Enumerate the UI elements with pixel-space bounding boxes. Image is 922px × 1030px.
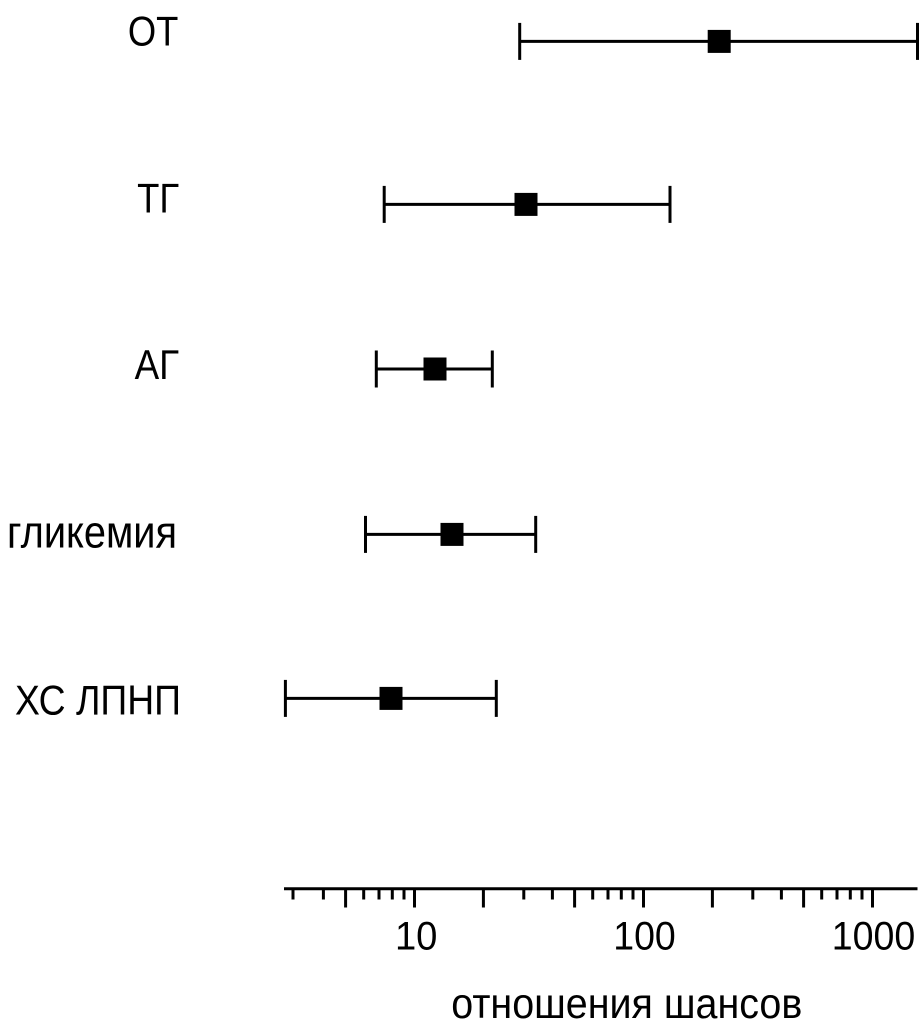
svg-text:1000: 1000 [832,915,916,959]
svg-text:ОТ: ОТ [128,7,179,54]
svg-text:отношения шансов: отношения шансов [451,980,802,1027]
svg-text:10: 10 [395,915,438,959]
svg-text:ТГ: ТГ [137,174,179,221]
svg-text:100: 100 [613,915,676,959]
svg-text:ХС ЛПНП: ХС ЛПНП [15,676,181,723]
svg-text:АГ: АГ [135,341,180,388]
svg-text:гликемия: гликемия [7,507,177,558]
